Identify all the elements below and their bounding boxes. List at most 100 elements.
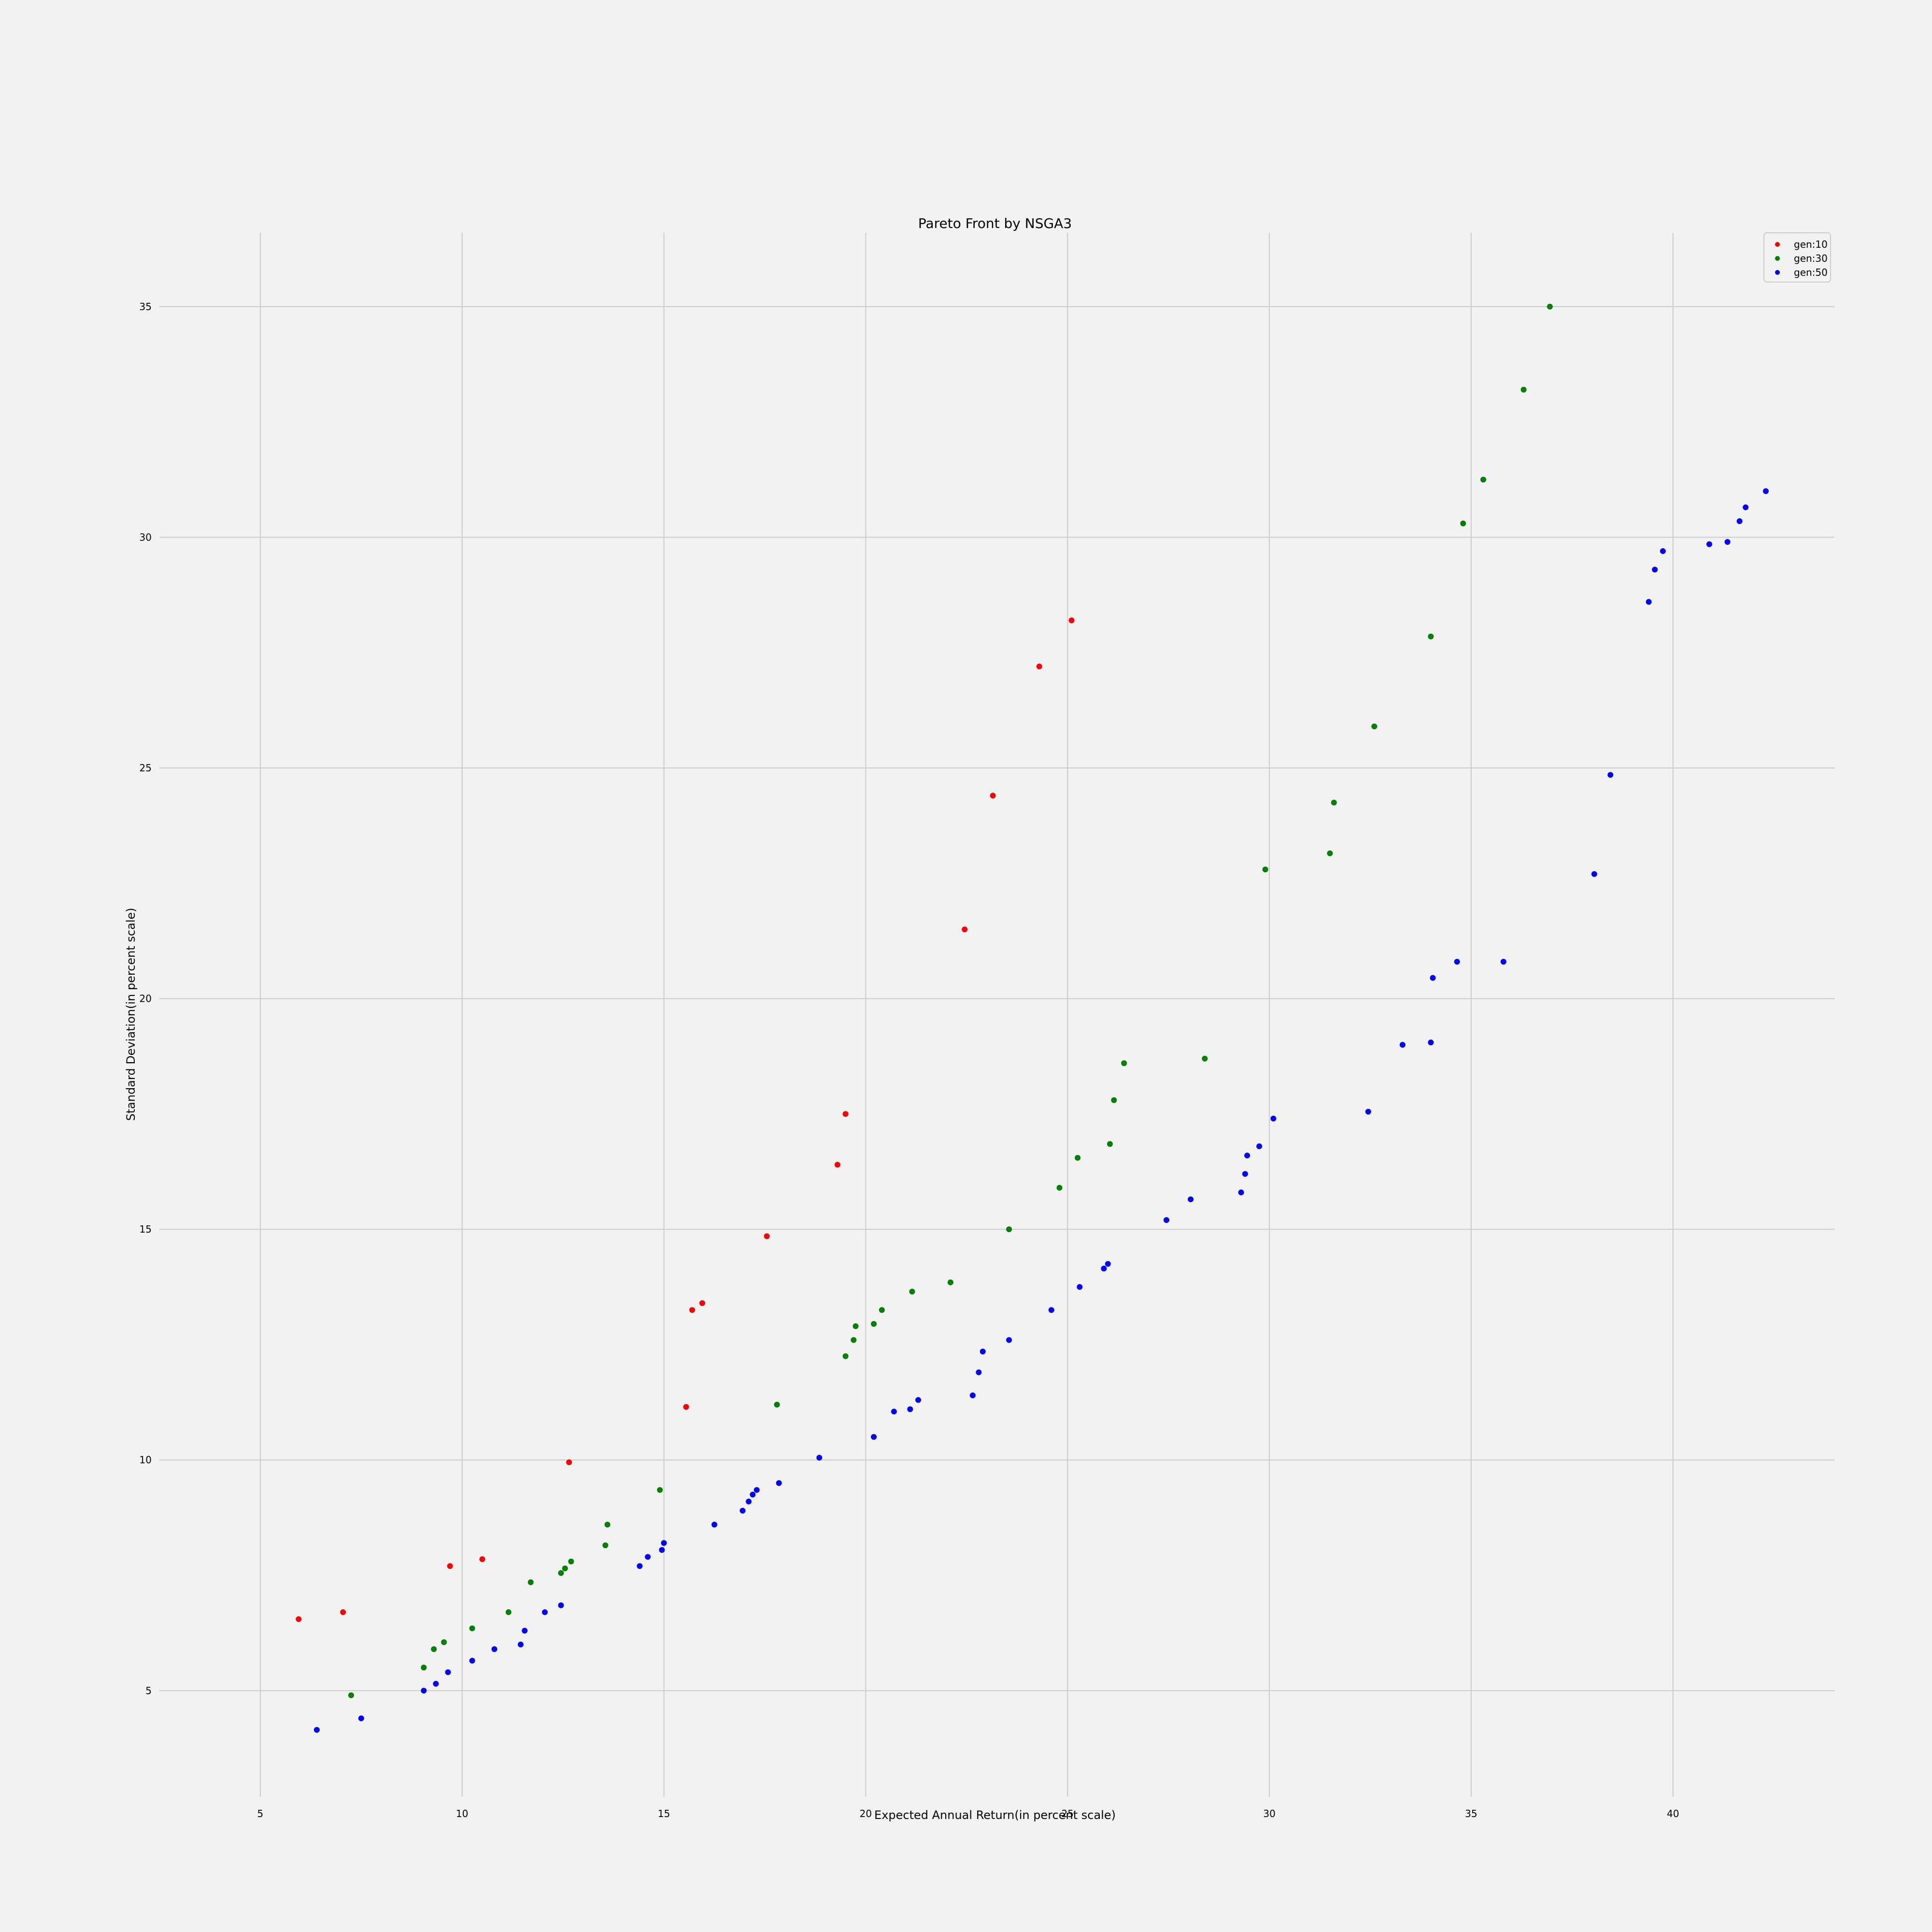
legend-label: gen:10	[1794, 239, 1828, 250]
data-point	[834, 1162, 840, 1168]
data-point	[491, 1646, 497, 1652]
data-point	[1121, 1060, 1127, 1066]
data-point	[441, 1639, 447, 1646]
legend-marker	[1775, 256, 1780, 261]
data-point	[1242, 1171, 1248, 1177]
data-point	[1036, 663, 1042, 669]
data-point	[637, 1563, 643, 1569]
data-point	[851, 1337, 857, 1343]
data-point	[1736, 518, 1743, 524]
data-point	[1399, 1042, 1406, 1048]
data-point	[753, 1487, 760, 1493]
data-point	[421, 1664, 427, 1671]
data-point	[1646, 599, 1652, 605]
legend-label: gen:30	[1794, 253, 1828, 264]
data-point	[1547, 303, 1553, 310]
data-point	[1107, 1141, 1113, 1147]
data-point	[421, 1688, 427, 1694]
data-point	[645, 1554, 651, 1560]
data-point	[1075, 1155, 1081, 1161]
y-axis-label: Standard Deviation(in percent scale)	[124, 908, 138, 1121]
data-point	[1188, 1196, 1194, 1203]
data-point	[296, 1616, 302, 1622]
x-tick-label: 20	[860, 1808, 872, 1819]
data-point	[1706, 541, 1712, 547]
data-point	[816, 1454, 823, 1461]
data-point	[871, 1434, 877, 1440]
data-point	[1428, 633, 1434, 639]
data-point	[527, 1579, 534, 1585]
data-point	[1244, 1152, 1250, 1159]
data-point	[447, 1563, 453, 1569]
data-point	[1460, 520, 1466, 526]
data-point	[1006, 1337, 1012, 1343]
data-point	[776, 1480, 782, 1486]
data-point	[661, 1540, 667, 1546]
data-point	[517, 1641, 524, 1648]
y-tick-label: 35	[140, 301, 152, 313]
x-tick-label: 5	[257, 1808, 264, 1819]
x-tick-label: 25	[1062, 1808, 1074, 1819]
data-point	[566, 1459, 572, 1465]
data-point	[891, 1408, 897, 1415]
x-tick-label: 10	[456, 1808, 468, 1819]
y-tick-label: 25	[140, 762, 152, 774]
data-point	[1163, 1217, 1169, 1223]
data-point	[842, 1353, 849, 1359]
data-point	[1270, 1115, 1277, 1122]
data-point	[659, 1547, 665, 1553]
data-point	[1068, 617, 1075, 624]
series-gen-30	[348, 303, 1553, 1698]
data-point	[1238, 1189, 1244, 1195]
data-point	[433, 1680, 439, 1687]
data-point	[1430, 975, 1436, 981]
series-gen-50	[313, 488, 1769, 1733]
data-point	[348, 1692, 354, 1698]
data-point	[1006, 1226, 1012, 1233]
data-point	[1428, 1039, 1434, 1046]
legend-label: gen:50	[1794, 267, 1828, 278]
data-point	[358, 1715, 364, 1721]
data-point	[602, 1542, 609, 1548]
data-point	[1371, 724, 1378, 730]
x-tick-label: 15	[658, 1808, 670, 1819]
data-point	[445, 1669, 451, 1676]
data-point	[1607, 772, 1614, 778]
data-point	[479, 1556, 485, 1563]
data-point	[562, 1565, 568, 1572]
tick-labels: 5 10 15 20 25 30 35 40 5 10 15 20 25 30 35	[140, 301, 1679, 1819]
data-point	[915, 1397, 922, 1403]
data-point	[976, 1369, 982, 1376]
data-point	[683, 1404, 689, 1410]
series-gen-10	[296, 617, 1075, 1622]
data-point	[711, 1521, 718, 1528]
data-point	[1762, 488, 1769, 494]
chart-title: Pareto Front by NSGA3	[918, 215, 1072, 231]
data-point	[750, 1492, 756, 1498]
grid	[159, 233, 1834, 1797]
data-point	[852, 1323, 859, 1329]
data-point	[1520, 386, 1527, 393]
data-point	[1256, 1143, 1263, 1150]
data-point	[657, 1487, 663, 1493]
data-point	[1202, 1055, 1208, 1062]
data-point	[1724, 539, 1731, 545]
x-tick-label: 30	[1263, 1808, 1275, 1819]
data-point	[542, 1609, 548, 1615]
data-point	[558, 1570, 564, 1576]
data-point	[522, 1628, 528, 1634]
y-tick-label: 10	[140, 1454, 152, 1466]
data-point	[469, 1625, 475, 1632]
data-point	[774, 1402, 780, 1408]
data-point	[764, 1233, 770, 1239]
data-point	[699, 1300, 705, 1306]
data-point	[1262, 867, 1268, 873]
data-point	[1743, 504, 1749, 511]
data-point	[746, 1498, 752, 1505]
data-point	[980, 1349, 986, 1355]
y-tick-label: 15	[140, 1223, 152, 1235]
y-tick-label: 5	[145, 1685, 152, 1696]
data-point	[1111, 1097, 1117, 1103]
legend-marker	[1775, 242, 1780, 247]
